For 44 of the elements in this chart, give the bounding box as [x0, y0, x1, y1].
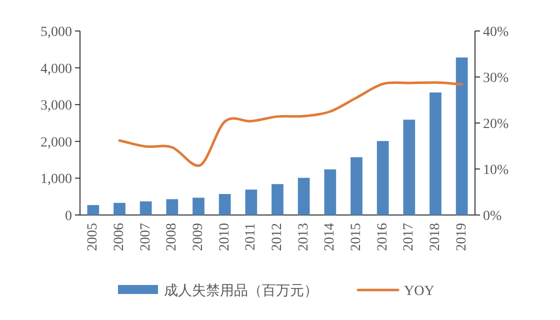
- x-tick-label: 2010: [217, 223, 232, 251]
- bar: [87, 205, 100, 215]
- bar: [218, 194, 231, 215]
- legend-label: YOY: [404, 284, 434, 299]
- bar: [403, 120, 416, 215]
- bar: [350, 157, 362, 215]
- bar: [192, 198, 204, 215]
- x-tick-label: 2009: [191, 223, 206, 251]
- x-tick-label: 2019: [454, 223, 470, 251]
- x-tick-label: 2018: [428, 223, 443, 251]
- y-tick-label: 3,000: [40, 98, 72, 114]
- bar: [166, 199, 178, 215]
- y-tick-label: 4,000: [40, 62, 72, 77]
- y2-tick-label: 30%: [483, 71, 509, 86]
- y-tick-label: 5,000: [40, 25, 72, 40]
- x-tick-label: 2016: [375, 223, 390, 251]
- x-tick-label: 2012: [270, 223, 285, 251]
- bar: [140, 201, 152, 215]
- x-tick-label: 2005: [86, 223, 101, 251]
- x-tick-label: 2006: [112, 223, 127, 251]
- x-tick-label: 2015: [349, 223, 364, 251]
- x-tick-label: 2014: [322, 223, 338, 251]
- bar: [298, 178, 310, 215]
- bar: [324, 169, 336, 215]
- legend-label: 成人失禁用品（百万元）: [164, 283, 318, 299]
- y2-tick-label: 10%: [483, 163, 509, 178]
- bar: [456, 57, 468, 215]
- x-tick-label: 2008: [164, 223, 180, 251]
- x-tick-label: 2017: [402, 223, 417, 251]
- y2-tick-label: 20%: [483, 117, 509, 132]
- x-tick-label: 2011: [244, 223, 259, 250]
- bar: [245, 190, 258, 215]
- x-tick-label: 2007: [138, 223, 154, 251]
- y-tick-label: 1,000: [40, 172, 72, 188]
- y-tick-label: 2,000: [40, 135, 72, 150]
- y2-tick-label: 0%: [483, 209, 502, 224]
- bar: [272, 184, 284, 215]
- x-tick-label: 2013: [296, 223, 312, 251]
- line-series: [118, 81, 464, 168]
- bar: [376, 141, 389, 215]
- bar: [114, 202, 126, 215]
- bar: [430, 92, 442, 215]
- y2-tick-label: 40%: [483, 25, 509, 40]
- y-tick-label: 0: [65, 209, 72, 224]
